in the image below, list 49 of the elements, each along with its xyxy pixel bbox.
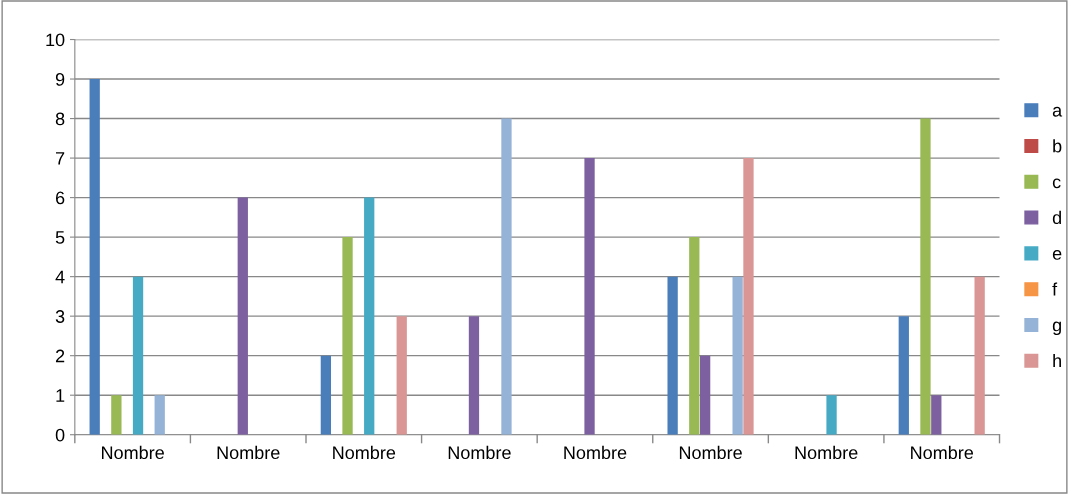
x-tick-label: Nombre	[564, 445, 627, 460]
x-tick-label: Nombre	[102, 445, 164, 460]
legend-label: g	[1052, 321, 1061, 336]
bar	[898, 316, 909, 435]
bar	[154, 395, 165, 435]
bar	[920, 118, 931, 435]
bar	[931, 395, 942, 435]
bar	[699, 355, 711, 435]
y-tick-label: 6	[55, 191, 65, 205]
y-tick-label: 0	[55, 428, 65, 442]
legend-label: c	[1052, 178, 1061, 189]
x-tick-label: Nombre	[795, 445, 858, 460]
bar	[743, 158, 754, 435]
y-tick-label: 9	[55, 72, 65, 86]
bar	[501, 118, 512, 435]
bar	[237, 197, 248, 435]
x-tick-label: Nombre	[911, 445, 974, 460]
y-tick-label: 5	[55, 231, 65, 244]
legend-label: b	[1053, 139, 1062, 153]
x-tick-label: Nombre	[333, 445, 396, 460]
bar	[732, 276, 743, 435]
x-tick-label: Nombre	[217, 445, 280, 460]
x-tick-label: Nombre	[679, 445, 742, 460]
bar	[584, 158, 595, 435]
y-tick-label: 2	[55, 349, 65, 363]
bar	[111, 395, 122, 435]
bar	[89, 79, 100, 435]
y-tick-label: 7	[55, 152, 65, 165]
y-tick-label: 3	[55, 310, 65, 323]
bar	[342, 237, 353, 435]
y-tick-label: 10	[46, 33, 65, 47]
legend-label: d	[1052, 210, 1061, 225]
bar	[974, 276, 985, 435]
bar	[132, 276, 144, 435]
bar	[826, 395, 837, 435]
y-tick-label: 1	[56, 389, 65, 402]
bar	[468, 316, 480, 435]
y-tick-label: 8	[55, 112, 65, 126]
legend-label: h	[1053, 353, 1061, 368]
bar	[667, 276, 678, 435]
legend-label: f	[1052, 282, 1058, 296]
legend-label: e	[1052, 249, 1062, 260]
x-tick-label: Nombre	[448, 445, 511, 460]
bar	[396, 316, 407, 435]
y-tick-label: 4	[55, 270, 65, 284]
legend-label: a	[1052, 106, 1063, 117]
bar	[364, 197, 375, 435]
bar	[689, 237, 700, 435]
bar	[320, 355, 332, 435]
